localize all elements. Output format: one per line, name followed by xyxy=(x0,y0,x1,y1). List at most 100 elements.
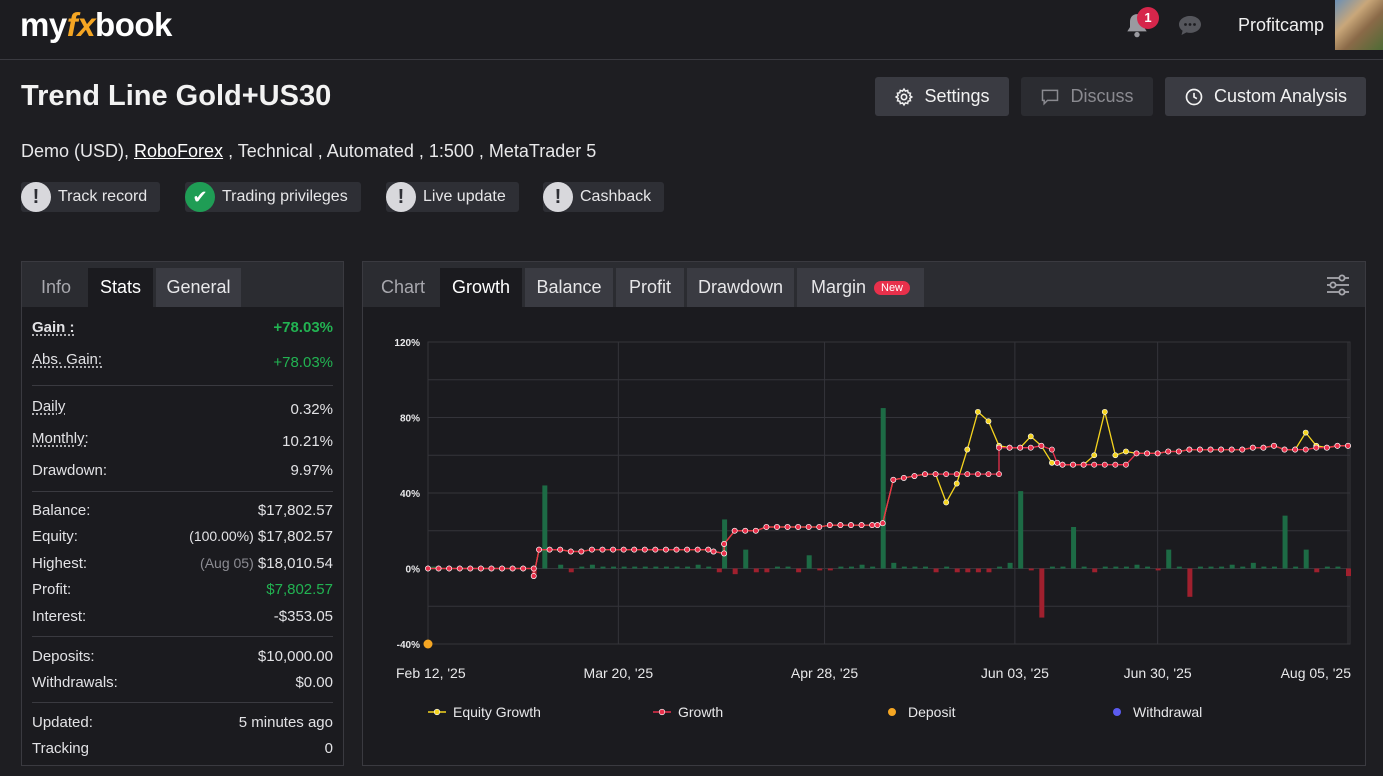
tab-chart[interactable]: Chart xyxy=(380,277,425,297)
stat-value: 0.32% xyxy=(290,401,333,418)
discuss-button[interactable]: Discuss xyxy=(1021,77,1153,116)
daily-bar xyxy=(1208,566,1214,569)
warning-icon: ! xyxy=(386,182,416,212)
top-navigation-bar: myfxbook 1 Profitcamp xyxy=(0,0,1383,60)
tab-general[interactable]: General xyxy=(156,268,241,307)
equity-growth-point xyxy=(1049,459,1055,466)
deposit-marker xyxy=(423,639,433,649)
badge-label: Track record xyxy=(58,188,148,205)
daily-bar xyxy=(589,564,595,569)
daily-bar xyxy=(848,566,854,569)
daily-bar xyxy=(1092,568,1098,573)
divider xyxy=(32,636,333,637)
chart-settings-sliders-icon[interactable] xyxy=(1325,272,1351,298)
growth-point xyxy=(774,524,780,530)
growth-point xyxy=(1249,444,1256,451)
stat-label: Tracking xyxy=(32,740,89,757)
legend-deposit[interactable]: Deposit xyxy=(888,704,956,720)
daily-bar xyxy=(1303,549,1309,569)
chart-panel: Chart Growth Balance Profit Drawdown Mar… xyxy=(362,261,1366,766)
tab-balance[interactable]: Balance xyxy=(525,268,613,307)
broker-link[interactable]: RoboForex xyxy=(134,141,224,161)
daily-bar xyxy=(933,568,939,573)
growth-point xyxy=(869,522,876,528)
growth-point xyxy=(974,471,981,478)
daily-bar xyxy=(954,568,960,573)
growth-point xyxy=(900,474,907,481)
legend-growth[interactable]: Growth xyxy=(653,704,723,720)
x-tick-label: Aug 05, '25 xyxy=(1281,665,1352,681)
daily-bar xyxy=(986,568,992,573)
growth-point xyxy=(816,524,823,530)
daily-bar xyxy=(1145,566,1151,569)
live-update-badge[interactable]: ! Live update xyxy=(386,182,519,212)
daily-bar xyxy=(965,568,971,573)
growth-point xyxy=(1302,446,1309,453)
stats-tabs: Info Stats General xyxy=(22,262,343,307)
growth-point xyxy=(631,546,638,553)
daily-bar xyxy=(1324,566,1330,569)
tab-stats[interactable]: Stats xyxy=(88,268,153,307)
equity-growth-point xyxy=(1302,429,1309,436)
settings-button[interactable]: Settings xyxy=(875,77,1009,116)
user-avatar[interactable] xyxy=(1335,0,1383,50)
daily-bar xyxy=(764,568,770,573)
growth-point xyxy=(731,527,738,534)
stat-label: Withdrawals: xyxy=(32,674,118,691)
stat-value: 9.97% xyxy=(290,462,333,479)
stat-value: -$353.05 xyxy=(273,608,333,625)
growth-point xyxy=(1207,446,1214,453)
messages-icon[interactable] xyxy=(1177,14,1203,38)
tab-info[interactable]: Info xyxy=(40,277,72,297)
stat-gain: Gain : +78.03% xyxy=(32,319,333,336)
daily-bar xyxy=(1113,566,1119,569)
growth-point xyxy=(1218,446,1225,453)
equity-growth-point xyxy=(985,418,992,425)
growth-point xyxy=(1281,446,1288,453)
legend-label: Deposit xyxy=(908,704,956,720)
growth-point xyxy=(530,573,537,579)
y-tick-label: 80% xyxy=(400,414,420,425)
daily-bar xyxy=(1229,564,1235,569)
daily-bar xyxy=(1261,566,1267,569)
growth-point xyxy=(499,565,505,572)
tab-margin[interactable]: Margin New xyxy=(797,268,924,307)
stat-updated: Updated: 5 minutes ago xyxy=(32,714,333,731)
growth-point xyxy=(1112,461,1119,468)
stat-profit: Profit: $7,802.57 xyxy=(32,581,333,598)
daily-bar xyxy=(695,564,701,569)
daily-bar xyxy=(827,568,833,571)
x-tick-label: Apr 28, '25 xyxy=(791,665,858,681)
legend-label: Withdrawal xyxy=(1133,704,1202,720)
tab-growth[interactable]: Growth xyxy=(440,268,522,307)
cashback-badge[interactable]: ! Cashback xyxy=(543,182,665,212)
notification-count-badge[interactable]: 1 xyxy=(1137,7,1159,29)
daily-bar xyxy=(632,566,638,569)
daily-bar xyxy=(732,568,738,575)
x-tick-label: Feb 12, '25 xyxy=(396,665,466,681)
daily-bar xyxy=(1293,566,1299,569)
daily-bar xyxy=(1071,526,1077,569)
daily-bar xyxy=(1314,568,1320,573)
new-badge: New xyxy=(874,280,911,295)
legend-equity-growth[interactable]: Equity Growth xyxy=(428,704,541,720)
tab-profit[interactable]: Profit xyxy=(616,268,684,307)
custom-analysis-label: Custom Analysis xyxy=(1213,86,1348,106)
growth-point xyxy=(805,524,812,530)
username-label[interactable]: Profitcamp xyxy=(1238,15,1325,35)
daily-bar xyxy=(743,549,749,569)
growth-point xyxy=(1070,461,1076,468)
daily-bar xyxy=(975,568,981,573)
custom-analysis-button[interactable]: Custom Analysis xyxy=(1165,77,1366,116)
daily-bar xyxy=(1049,566,1055,569)
growth-chart[interactable]: 120% 80% 40% 0% -40% Feb 12, '25 Mar 20, '25 Ap… xyxy=(363,307,1365,765)
tab-drawdown[interactable]: Drawdown xyxy=(687,268,794,307)
legend-withdrawal[interactable]: Withdrawal xyxy=(1113,704,1202,720)
badge-label: Cashback xyxy=(580,188,652,205)
myfxbook-logo[interactable]: myfxbook xyxy=(20,6,172,43)
stat-value: 5 minutes ago xyxy=(238,714,333,731)
badge-label: Trading privileges xyxy=(222,188,348,205)
trading-privileges-badge[interactable]: ✔ Trading privileges xyxy=(185,182,361,212)
growth-point xyxy=(1165,448,1172,455)
track-record-badge[interactable]: ! Track record xyxy=(21,182,161,212)
